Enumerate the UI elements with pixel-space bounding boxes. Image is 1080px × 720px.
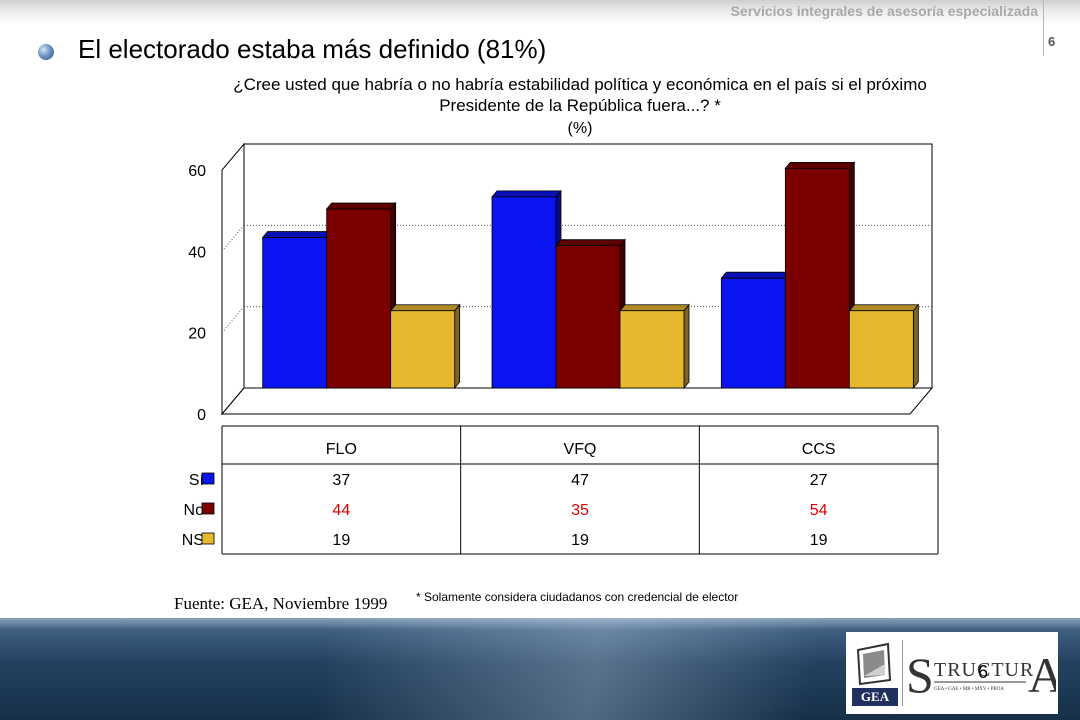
bar-ns-ccs — [848, 310, 914, 389]
category-label: VFQ — [564, 441, 597, 458]
legend-swatch — [201, 532, 215, 545]
bar-top — [325, 202, 397, 210]
legend-label: No — [184, 502, 205, 519]
svg-text:TRUCTUR: TRUCTUR — [934, 659, 1034, 681]
header-strip — [0, 0, 1080, 24]
y-tick-label: 20 — [188, 326, 206, 343]
gea-logo-icon — [856, 642, 892, 686]
title-bullet-icon — [38, 44, 54, 60]
bar-sí-ccs — [720, 277, 786, 389]
structura-logo: S TRUCTUR A GEA • GAE • MR • MXV • PROA — [906, 647, 1056, 703]
bar-top — [389, 304, 461, 312]
bar-side — [454, 303, 461, 390]
bar-sí-flo — [262, 237, 328, 389]
data-value: 19 — [571, 532, 589, 549]
legend-label: NS — [182, 532, 204, 549]
logo-page-number: 6 — [978, 662, 989, 682]
bar-top — [848, 304, 920, 312]
chart-bars — [261, 161, 920, 390]
category-label: CCS — [802, 441, 836, 458]
legend-swatch — [201, 502, 215, 515]
data-value: 35 — [571, 502, 589, 519]
bar-side — [683, 303, 690, 390]
bar-top — [555, 239, 626, 247]
logo-divider — [902, 640, 903, 706]
chart-question: ¿Cree usted que habría o no habría estab… — [233, 75, 927, 115]
data-value: 27 — [810, 472, 828, 489]
bar-ns-vfq — [619, 310, 685, 389]
page-number: 6 — [1048, 34, 1056, 49]
y-tick-label: 60 — [188, 163, 206, 180]
bar-no-ccs — [784, 167, 850, 389]
data-value: 44 — [332, 502, 350, 519]
chart-floor — [220, 387, 934, 415]
svg-text:A: A — [1028, 647, 1056, 703]
bar-sí-vfq — [491, 196, 557, 389]
data-value: 47 — [571, 472, 589, 489]
data-value: 37 — [332, 472, 350, 489]
source-note: Fuente: GEA, Noviembre 1999 — [174, 594, 388, 613]
bar-top — [720, 271, 792, 279]
chart-y-axis: 0 20 40 60 — [188, 163, 206, 424]
svg-text:GEA • GAE • MR • MXV • PROA: GEA • GAE • MR • MXV • PROA — [934, 687, 1004, 692]
y-tick-label: 0 — [197, 407, 206, 424]
chart-unit: (%) — [567, 120, 593, 137]
logo-panel: GEA S TRUCTUR A GEA • GAE • MR • MXV • P… — [846, 632, 1058, 714]
y-tick-label: 40 — [188, 244, 206, 261]
data-value: 19 — [332, 532, 350, 549]
bar-no-vfq — [555, 245, 621, 389]
bar-side — [912, 303, 919, 390]
data-value: 19 — [810, 532, 828, 549]
company-tagline: Servicios integrales de asesoría especia… — [730, 3, 1038, 19]
chart-data-table: FLO VFQ CCS Sí 37 47 27 No 44 35 54 NS 19 19 19 — [182, 425, 939, 555]
svg-text:S: S — [906, 647, 934, 703]
legend-swatch — [201, 472, 215, 485]
footnote: * Solamente considera ciudadanos con cre… — [416, 590, 739, 604]
gea-logo-text: GEA — [852, 688, 898, 706]
chart-side-wall — [221, 142, 245, 416]
bar-ns-flo — [390, 310, 456, 389]
bar-no-flo — [326, 208, 392, 389]
data-value: 54 — [810, 502, 828, 519]
bar-top — [491, 190, 562, 198]
slide-title: El electorado estaba más definido (81%) — [78, 34, 547, 64]
legend-label: Sí — [189, 472, 205, 489]
bar-top — [619, 304, 690, 312]
bar-chart: 0 20 40 60 FLO VFQ CCS Sí 37 47 27 No 44 35 54 NS 19 19 1… — [182, 142, 939, 555]
header-divider — [1043, 0, 1044, 56]
category-label: FLO — [326, 441, 357, 458]
bar-top — [261, 231, 333, 238]
bar-top — [784, 161, 856, 169]
